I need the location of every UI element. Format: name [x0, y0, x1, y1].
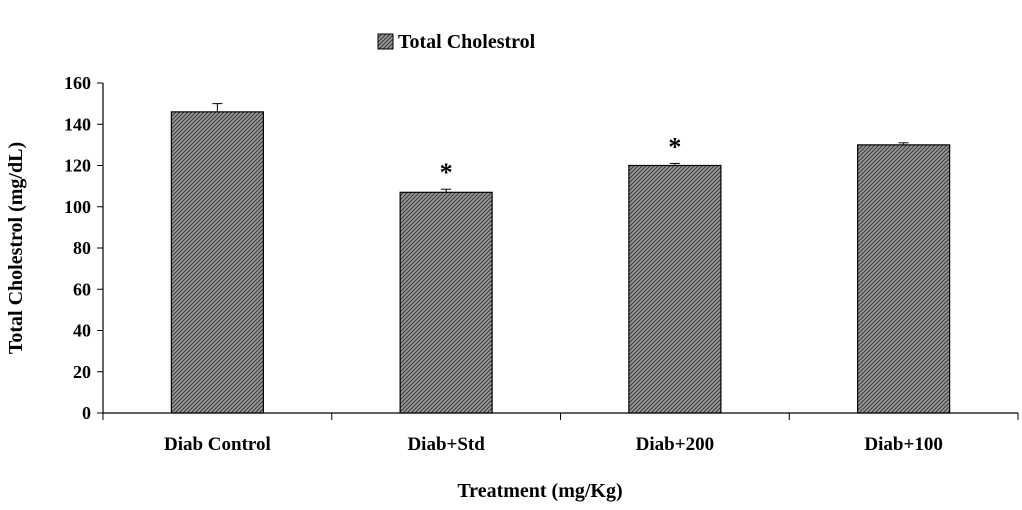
plot-area: 0 20 40 60 80 100 120 140 160 Diab Control * Diab+S…: [64, 73, 1019, 455]
y-tick-label: 160: [64, 73, 91, 93]
y-tick-label: 20: [73, 362, 91, 382]
significance-mark: *: [440, 158, 453, 187]
y-tick-label: 120: [64, 156, 91, 176]
y-tick-label: 100: [64, 197, 91, 217]
x-tick-label: Diab+100: [864, 434, 942, 455]
y-tick-label: 0: [82, 403, 91, 423]
bar: [857, 144, 951, 414]
y-tick-label: 140: [64, 114, 91, 134]
bar: [628, 164, 722, 414]
y-tick-label: 40: [73, 321, 91, 341]
significance-mark: *: [668, 132, 681, 161]
bar: [399, 191, 493, 414]
x-tick-label: Diab Control: [164, 434, 271, 455]
bar: [170, 111, 264, 414]
y-axis-title: Total Cholestrol (mg/dL): [5, 142, 27, 354]
legend: Total Cholestrol: [377, 31, 536, 53]
y-tick-label: 80: [73, 238, 91, 258]
x-tick-label: Diab+Std: [407, 434, 485, 455]
x-axis-title: Treatment (mg/Kg): [457, 480, 622, 502]
y-tick-label: 60: [73, 279, 91, 299]
x-tick-label: Diab+200: [636, 434, 714, 455]
legend-label: Total Cholestrol: [398, 31, 536, 53]
legend-swatch: [377, 33, 394, 50]
